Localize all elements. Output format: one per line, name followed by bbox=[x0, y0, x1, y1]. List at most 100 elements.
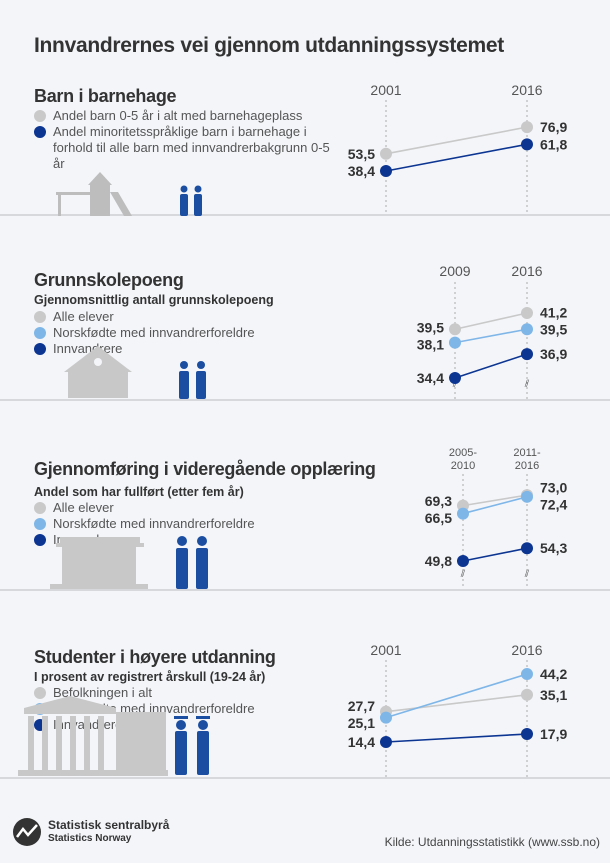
data-label: 39,5 bbox=[417, 319, 444, 335]
category-label-1: 2016 bbox=[511, 263, 542, 279]
data-label: 25,1 bbox=[348, 715, 375, 731]
data-point bbox=[380, 711, 392, 724]
axis-break-icon: ⫽ bbox=[452, 379, 458, 390]
series-line bbox=[385, 143, 528, 172]
category-label-0: 2001 bbox=[370, 642, 401, 658]
data-label: 38,4 bbox=[348, 163, 375, 179]
graduates-figures-icon bbox=[174, 716, 210, 775]
data-label: 38,1 bbox=[417, 336, 444, 352]
legend-item: Norskfødte med innvandrerforeldre bbox=[34, 516, 255, 532]
gray-dot-icon bbox=[34, 110, 46, 122]
panel-subtitle: Andel som har fullført (etter fem år) bbox=[34, 485, 244, 499]
series-line bbox=[462, 494, 528, 507]
data-label: 66,5 bbox=[425, 510, 452, 526]
data-label: 54,3 bbox=[540, 540, 567, 556]
data-point bbox=[521, 668, 533, 681]
gray-dot-icon bbox=[34, 687, 46, 699]
legend-label: Andel barn 0-5 år i alt med barnehagepla… bbox=[53, 108, 303, 123]
section-divider bbox=[0, 589, 610, 591]
data-point bbox=[521, 542, 533, 555]
series-line bbox=[462, 547, 528, 562]
data-point bbox=[521, 490, 533, 503]
data-point bbox=[521, 348, 533, 361]
data-label: 72,4 bbox=[540, 496, 567, 512]
series-line bbox=[462, 496, 528, 515]
logo-name: Statistisk sentralbyrå bbox=[48, 818, 170, 832]
data-point bbox=[521, 323, 533, 336]
dark-blue-dot-icon bbox=[34, 126, 46, 138]
legend-item: Norskfødte med innvandrerforeldre bbox=[34, 325, 255, 341]
data-point bbox=[380, 736, 392, 748]
light-blue-dot-icon bbox=[34, 518, 46, 530]
legend-item: Alle elever bbox=[34, 309, 255, 325]
legend-item: Andel barn 0-5 år i alt med barnehagepla… bbox=[34, 108, 334, 124]
data-point bbox=[449, 372, 461, 384]
light-blue-dot-icon bbox=[34, 327, 46, 339]
data-point bbox=[457, 555, 469, 567]
data-label: 73,0 bbox=[540, 479, 567, 495]
students-figures-icon bbox=[176, 536, 208, 589]
legend-label: Norskfødte med innvandrerforeldre bbox=[53, 325, 255, 340]
ssb-logo: Statistisk sentralbyrå Statistics Norway bbox=[12, 817, 169, 847]
data-label: 39,5 bbox=[540, 322, 567, 338]
category-label-0: 2001 bbox=[370, 82, 401, 98]
series-line bbox=[454, 353, 528, 379]
playground-icon bbox=[56, 172, 132, 216]
data-label: 17,9 bbox=[540, 726, 567, 742]
gray-dot-icon bbox=[34, 311, 46, 323]
data-label: 41,2 bbox=[540, 305, 567, 321]
panel-title-primary-school: Grunnskolepoeng bbox=[34, 270, 184, 290]
data-point bbox=[521, 121, 533, 134]
data-point bbox=[521, 138, 533, 151]
legend-label: Befolkningen i alt bbox=[53, 685, 153, 700]
category-label-1: 2011-2016 bbox=[513, 447, 541, 472]
data-label: 34,4 bbox=[417, 370, 444, 386]
data-point bbox=[449, 323, 461, 336]
legend-primary-school: Alle elever Norskfødte med innvandrerfor… bbox=[34, 309, 255, 357]
university-building-icon bbox=[18, 696, 168, 776]
section-divider bbox=[0, 777, 610, 779]
legend-item: Andel minoritetsspråklige barn i barneha… bbox=[34, 124, 334, 172]
legend-label: Norskfødte med innvandrerforeldre bbox=[53, 516, 255, 531]
gray-dot-icon bbox=[34, 502, 46, 514]
category-label-1: 2016 bbox=[511, 642, 542, 658]
legend-item: Befolkningen i alt bbox=[34, 685, 255, 701]
series-line bbox=[454, 312, 528, 331]
data-point bbox=[457, 507, 469, 520]
source-note: Kilde: Utdanningsstatistikk (www.ssb.no) bbox=[384, 835, 600, 849]
panel-title-upper-secondary: Gjennomføring i videregående opplæring bbox=[34, 459, 376, 479]
dark-blue-dot-icon bbox=[34, 343, 46, 355]
legend-label: Andel minoritetsspråklige barn i barneha… bbox=[53, 124, 330, 171]
data-label: 27,7 bbox=[348, 698, 375, 714]
series-line bbox=[385, 694, 528, 713]
legend-label: Alle elever bbox=[53, 500, 114, 515]
panel-title-kindergarten: Barn i barnehage bbox=[34, 86, 177, 106]
section-divider bbox=[0, 399, 610, 401]
data-label: 49,8 bbox=[425, 553, 452, 569]
ssb-logo-icon bbox=[13, 818, 41, 846]
category-label-0: 2005-2010 bbox=[449, 447, 477, 472]
high-school-building-icon bbox=[50, 537, 148, 589]
data-label: 14,4 bbox=[348, 734, 375, 750]
section-divider bbox=[0, 214, 610, 216]
dark-blue-dot-icon bbox=[34, 534, 46, 546]
category-label-0: 2009 bbox=[439, 263, 470, 279]
page-title: Innvandrernes vei gjennom utdanningssyst… bbox=[34, 34, 504, 57]
data-label: 61,8 bbox=[540, 136, 567, 152]
data-point bbox=[521, 728, 533, 741]
legend-item: Alle elever bbox=[34, 500, 255, 516]
category-label-1: 2016 bbox=[511, 82, 542, 98]
series-line bbox=[454, 328, 528, 344]
data-point bbox=[449, 336, 461, 349]
legend-kindergarten: Andel barn 0-5 år i alt med barnehagepla… bbox=[34, 108, 334, 172]
data-label: 44,2 bbox=[540, 666, 567, 682]
axis-break-icon: ⫽ bbox=[460, 569, 466, 580]
data-label: 69,3 bbox=[425, 493, 452, 509]
data-point bbox=[521, 688, 533, 701]
series-line bbox=[385, 733, 528, 743]
data-label: 36,9 bbox=[540, 346, 567, 362]
series-line bbox=[385, 126, 528, 155]
logo-name-en: Statistics Norway bbox=[48, 833, 132, 844]
